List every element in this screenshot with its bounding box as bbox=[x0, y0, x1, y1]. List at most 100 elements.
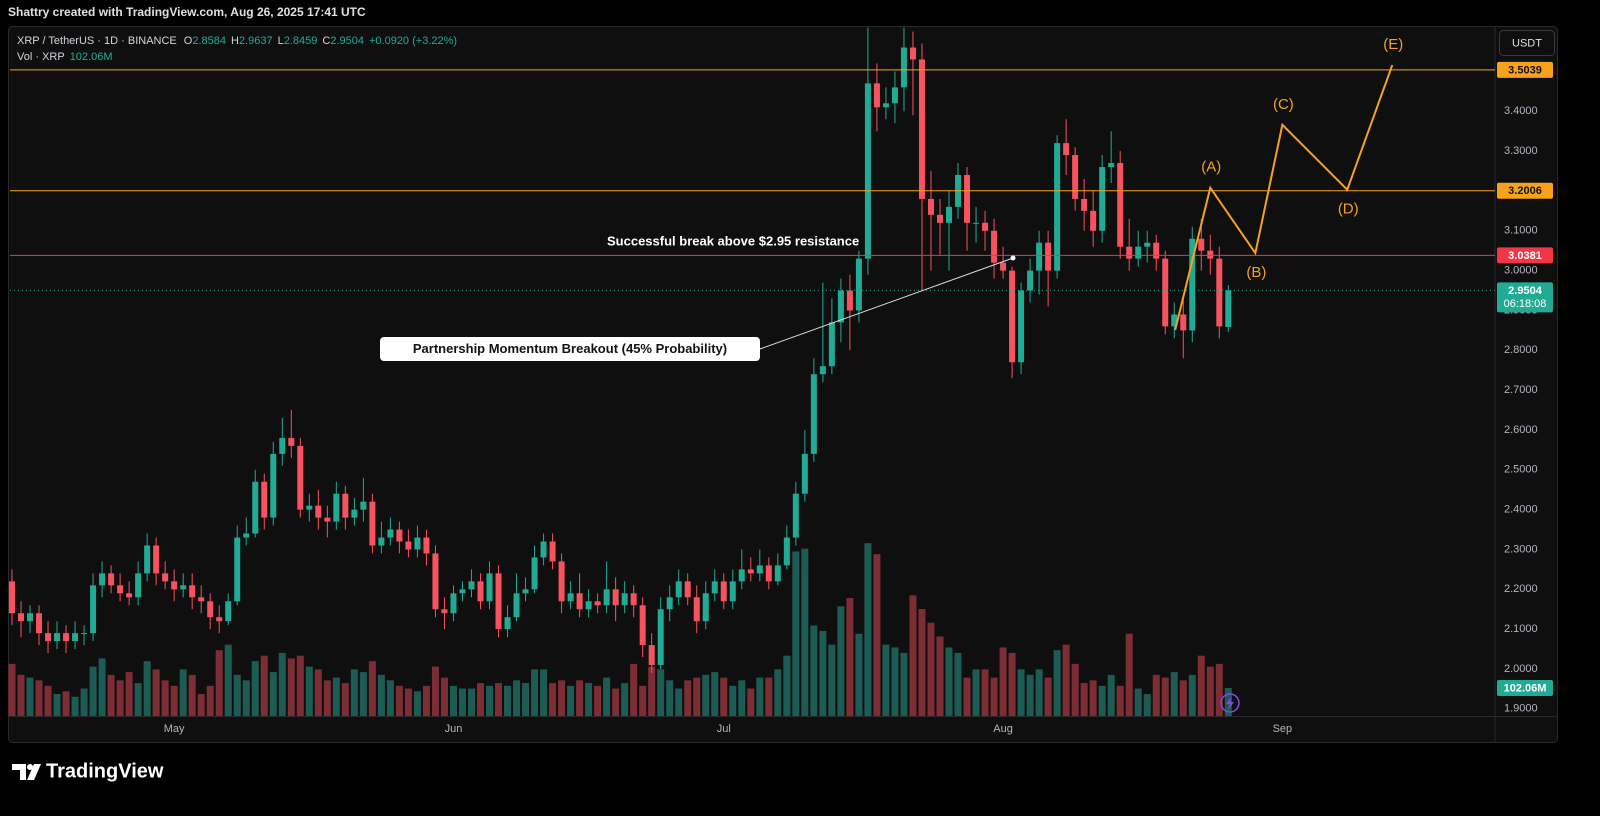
volume-bar bbox=[224, 644, 232, 716]
volume-bar bbox=[792, 551, 800, 716]
volume-bar bbox=[549, 683, 557, 716]
volume-bar bbox=[1215, 663, 1223, 716]
volume-bar bbox=[972, 669, 980, 716]
wave-line bbox=[1174, 64, 1394, 331]
volume-bar bbox=[1197, 655, 1205, 716]
level-tag-label: 3.2006 bbox=[1508, 185, 1542, 197]
candle-body bbox=[1117, 163, 1124, 247]
y-tick-label: 1.9000 bbox=[1504, 703, 1538, 715]
volume-bar bbox=[1107, 674, 1115, 716]
alert-icon[interactable] bbox=[1220, 693, 1240, 713]
legend-key: C bbox=[322, 35, 330, 47]
candle-body bbox=[432, 553, 439, 610]
candle-body bbox=[846, 290, 853, 311]
volume-bar bbox=[666, 680, 674, 716]
candle-body bbox=[946, 206, 953, 223]
candle-body bbox=[1027, 270, 1034, 291]
volume-bar bbox=[341, 683, 349, 716]
candle-body bbox=[378, 537, 385, 546]
wave-label: (A) bbox=[1201, 159, 1221, 176]
candle-body bbox=[270, 453, 277, 518]
volume-bar bbox=[278, 652, 286, 716]
candle-body bbox=[126, 593, 133, 598]
candle-body bbox=[540, 541, 547, 558]
y-tick-label: 2.8000 bbox=[1504, 344, 1538, 356]
candle-body bbox=[261, 481, 268, 518]
volume-bar bbox=[1116, 685, 1124, 716]
candle-body bbox=[108, 573, 115, 586]
candle-body bbox=[774, 565, 781, 582]
volume-bar bbox=[449, 685, 457, 716]
candle-body bbox=[621, 593, 628, 606]
volume-bar bbox=[540, 669, 548, 716]
candle-body bbox=[828, 322, 835, 367]
callout-line bbox=[759, 257, 1014, 350]
candle-body bbox=[927, 198, 934, 215]
candle-body bbox=[1090, 210, 1097, 231]
volume-bar bbox=[260, 655, 268, 716]
candle-body bbox=[54, 633, 61, 642]
candle-body bbox=[864, 83, 871, 259]
y-tick-label: 3.4000 bbox=[1504, 105, 1538, 117]
candle-body bbox=[333, 493, 340, 522]
volume-bar bbox=[17, 674, 25, 716]
brand: TradingView bbox=[46, 760, 164, 782]
candle-body bbox=[414, 537, 421, 550]
volume-bar bbox=[954, 652, 962, 716]
volume-bar bbox=[747, 688, 755, 716]
candle-body bbox=[1000, 262, 1007, 271]
candle-body bbox=[486, 573, 493, 602]
volume-bar bbox=[80, 688, 88, 716]
candle-body bbox=[423, 537, 430, 554]
volume-bar bbox=[900, 652, 908, 716]
volume-bar bbox=[242, 680, 250, 716]
candle-body bbox=[369, 501, 376, 546]
volume-bar bbox=[377, 674, 385, 716]
alert-icon-bolt bbox=[1226, 696, 1234, 710]
candle-body bbox=[441, 609, 448, 614]
legend-symbol: XRP / TetherUS · 1D · BINANCE bbox=[17, 35, 177, 47]
volume-bar bbox=[188, 674, 196, 716]
candle-body bbox=[306, 505, 313, 510]
candle-body bbox=[1099, 167, 1106, 231]
candle-body bbox=[27, 613, 34, 622]
volume-bar bbox=[756, 677, 764, 716]
candle-body bbox=[1180, 314, 1187, 331]
volume-bar bbox=[1170, 672, 1178, 716]
legend-change: +0.0920 (+3.22%) bbox=[369, 35, 457, 47]
currency-button[interactable] bbox=[1499, 30, 1555, 56]
y-tick-label: 2.2000 bbox=[1504, 583, 1538, 595]
x-tick-label: May bbox=[164, 723, 185, 735]
legend-value: 2.8459 bbox=[284, 35, 318, 47]
wave-label: (B) bbox=[1246, 264, 1266, 281]
candle-body bbox=[603, 589, 610, 606]
candle-body bbox=[243, 533, 250, 538]
volume-bar bbox=[846, 598, 854, 716]
volume-bar bbox=[143, 661, 151, 716]
volume-bar bbox=[603, 677, 611, 716]
candle-body bbox=[1198, 238, 1205, 251]
chart-panel bbox=[8, 26, 1558, 743]
volume-bar bbox=[711, 672, 719, 716]
y-tick-label: 3.3000 bbox=[1504, 145, 1538, 157]
volume-bar bbox=[981, 669, 989, 716]
volume-bar bbox=[26, 677, 34, 716]
volume-bar bbox=[1161, 677, 1169, 716]
volume-bar bbox=[476, 683, 484, 716]
y-tick-label: 2.0000 bbox=[1504, 663, 1538, 675]
logo-mark bbox=[12, 764, 26, 780]
level-tag bbox=[1497, 61, 1553, 78]
candle-body bbox=[918, 59, 925, 199]
candle-body bbox=[81, 633, 88, 635]
candle-body bbox=[837, 290, 844, 323]
volume-bar bbox=[332, 677, 340, 716]
volume-bar bbox=[594, 685, 602, 716]
candle-body bbox=[1045, 242, 1052, 271]
x-tick-label: Jul bbox=[717, 723, 731, 735]
candle-body bbox=[8, 581, 15, 614]
volume-bar bbox=[1053, 650, 1061, 716]
volume-bar bbox=[161, 680, 169, 716]
candle-body bbox=[585, 601, 592, 610]
candle-body bbox=[982, 222, 989, 231]
level-tag-label: 3.5039 bbox=[1508, 64, 1542, 76]
